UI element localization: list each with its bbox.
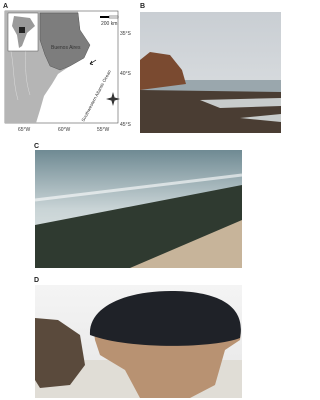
buenos-aires-province <box>39 12 91 71</box>
lat-label: 40°S <box>120 71 132 77</box>
panel-b: B <box>140 3 281 133</box>
lat-label: 45°S <box>120 122 132 128</box>
surf <box>34 173 243 202</box>
figure: A Buenos Aires 200 km 35°S 40°S 45°S 65°… <box>3 3 281 398</box>
rocky-shore <box>140 90 281 133</box>
mussels <box>89 290 241 346</box>
cliff <box>140 52 186 90</box>
lat-label: 35°S <box>120 31 132 37</box>
compass <box>106 92 120 106</box>
site-arrow <box>89 59 97 65</box>
panel-d: D <box>34 277 242 398</box>
lon-label: 55°W <box>97 127 110 133</box>
scale-bar <box>108 15 119 19</box>
rock <box>35 318 85 388</box>
lon-label: 60°W <box>58 127 71 133</box>
panel-label: D <box>34 277 39 284</box>
panel-label: C <box>34 143 39 150</box>
water-pools <box>200 98 281 122</box>
scale-bar <box>100 16 109 18</box>
region-label: Buenos Aires <box>51 45 81 51</box>
panel-label: B <box>140 3 145 10</box>
panel-label: A <box>3 3 8 10</box>
scale-label: 200 km <box>101 21 117 27</box>
lon-label: 65°W <box>18 127 31 133</box>
sand <box>130 220 242 268</box>
panel-c: C <box>34 143 243 268</box>
inset-area <box>19 27 25 33</box>
panel-a: A Buenos Aires 200 km 35°S 40°S 45°S 65°… <box>3 3 132 133</box>
